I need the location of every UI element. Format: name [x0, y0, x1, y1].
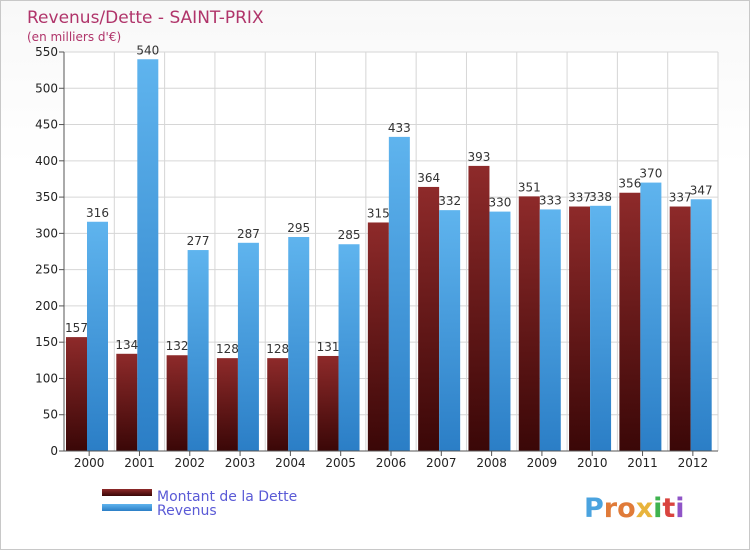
bar-revenus-2006	[388, 136, 410, 452]
xtick-label-2007: 2007	[426, 456, 457, 470]
data-labels-layer: 157 316 134 540 132 277 128 287 128 295 131 285 315 4…	[65, 43, 713, 356]
data-label-debt-2007: 364	[417, 171, 440, 185]
data-label-revenus-2008: 330	[489, 196, 512, 210]
legend-swatch-revenus	[102, 504, 152, 511]
bar-revenus-2001	[137, 59, 159, 451]
brand-letter-4: i	[653, 493, 662, 524]
xtick-label-2012: 2012	[678, 456, 709, 470]
xtick-label-2000: 2000	[74, 456, 105, 470]
ytick-label-500: 500	[35, 81, 58, 95]
brand-letter-2: o	[617, 493, 636, 524]
ytick-label-150: 150	[35, 335, 58, 349]
bar-debt-2008	[468, 165, 490, 451]
bar-debt-2005	[317, 355, 339, 451]
bar-revenus-2007	[439, 210, 461, 451]
data-label-debt-2006: 315	[367, 206, 390, 220]
bar-revenus-2002	[187, 250, 209, 451]
data-label-revenus-2001: 540	[136, 43, 159, 57]
data-label-debt-2004: 128	[266, 342, 289, 356]
bar-revenus-2011	[640, 182, 662, 451]
axis-layer: 0 50 100 150 200 250 300 350 400 450 500 550 2000 200…	[35, 45, 718, 470]
ytick-label-300: 300	[35, 226, 58, 240]
bar-revenus-2012	[690, 199, 712, 451]
xtick-label-2011: 2011	[627, 456, 658, 470]
ytick-label-550: 550	[35, 45, 58, 59]
data-label-revenus-2011: 370	[639, 167, 662, 181]
data-label-debt-2008: 393	[468, 150, 491, 164]
xtick-label-2004: 2004	[275, 456, 306, 470]
ytick-label-0: 0	[50, 444, 58, 458]
xtick-label-2003: 2003	[225, 456, 256, 470]
ytick-label-200: 200	[35, 299, 58, 313]
ytick-label-50: 50	[43, 408, 58, 422]
chart-title: Revenus/Dette - SAINT-PRIX	[27, 8, 264, 28]
data-label-debt-2010: 337	[568, 191, 591, 205]
ytick-label-450: 450	[35, 118, 58, 132]
data-label-debt-2011: 356	[618, 177, 641, 191]
data-label-revenus-2006: 433	[388, 121, 411, 135]
xtick-label-2006: 2006	[376, 456, 407, 470]
data-label-revenus-2000: 316	[86, 206, 109, 220]
xtick-label-2002: 2002	[174, 456, 205, 470]
bar-revenus-2009	[539, 209, 561, 451]
bars-layer	[66, 59, 712, 452]
chart-subtitle: (en milliers d'€)	[27, 30, 121, 44]
ytick-label-350: 350	[35, 190, 58, 204]
bar-debt-2010	[569, 206, 591, 451]
bar-revenus-2010	[590, 205, 612, 451]
data-label-revenus-2009: 333	[539, 193, 562, 207]
data-label-revenus-2002: 277	[187, 234, 210, 248]
ytick-label-250: 250	[35, 263, 58, 277]
bar-revenus-2000	[87, 221, 108, 451]
bar-revenus-2008	[489, 211, 511, 451]
bar-revenus-2005	[338, 244, 360, 451]
ytick-label-100: 100	[35, 371, 58, 385]
bar-debt-2011	[619, 192, 641, 452]
data-label-debt-2002: 132	[166, 339, 189, 353]
data-label-debt-2009: 351	[518, 180, 541, 194]
data-label-revenus-2012: 347	[690, 183, 713, 197]
data-label-revenus-2005: 285	[338, 228, 361, 242]
brand-letter-3: x	[636, 493, 653, 524]
bar-debt-2007	[418, 186, 440, 451]
legend: Montant de la Dette Revenus	[102, 489, 297, 519]
legend-label-debt: Montant de la Dette	[157, 489, 297, 505]
brand-letter-1: r	[604, 493, 618, 524]
brand-logo: Proxiti	[584, 493, 685, 524]
data-label-revenus-2004: 295	[287, 221, 310, 235]
ytick-label-400: 400	[35, 154, 58, 168]
xtick-label-2009: 2009	[527, 456, 558, 470]
data-label-debt-2005: 131	[317, 340, 340, 354]
bar-debt-2003	[216, 358, 238, 451]
bar-debt-2002	[166, 355, 188, 451]
xtick-label-2008: 2008	[476, 456, 507, 470]
bar-debt-2004	[267, 358, 289, 451]
brand-letter-0: P	[584, 493, 604, 524]
data-label-revenus-2007: 332	[438, 194, 461, 208]
legend-swatch-debt	[102, 489, 152, 496]
xtick-label-2005: 2005	[325, 456, 356, 470]
legend-label-revenus: Revenus	[157, 503, 217, 519]
bar-revenus-2004	[288, 236, 310, 451]
data-label-revenus-2003: 287	[237, 227, 260, 241]
brand-letter-5: t	[662, 493, 675, 524]
data-label-revenus-2010: 338	[589, 190, 612, 204]
data-label-debt-2001: 134	[115, 338, 138, 352]
bar-debt-2012	[669, 206, 691, 451]
bar-debt-2006	[367, 222, 389, 451]
data-label-debt-2012: 337	[669, 191, 692, 205]
bar-debt-2009	[518, 196, 540, 451]
xtick-label-2001: 2001	[124, 456, 155, 470]
bar-debt-2001	[116, 353, 138, 451]
bar-revenus-2003	[237, 242, 259, 451]
data-label-debt-2003: 128	[216, 342, 239, 356]
bar-debt-2000	[66, 337, 87, 451]
data-label-debt-2000: 157	[65, 321, 88, 335]
brand-letter-6: i	[675, 493, 684, 524]
xtick-label-2010: 2010	[577, 456, 608, 470]
